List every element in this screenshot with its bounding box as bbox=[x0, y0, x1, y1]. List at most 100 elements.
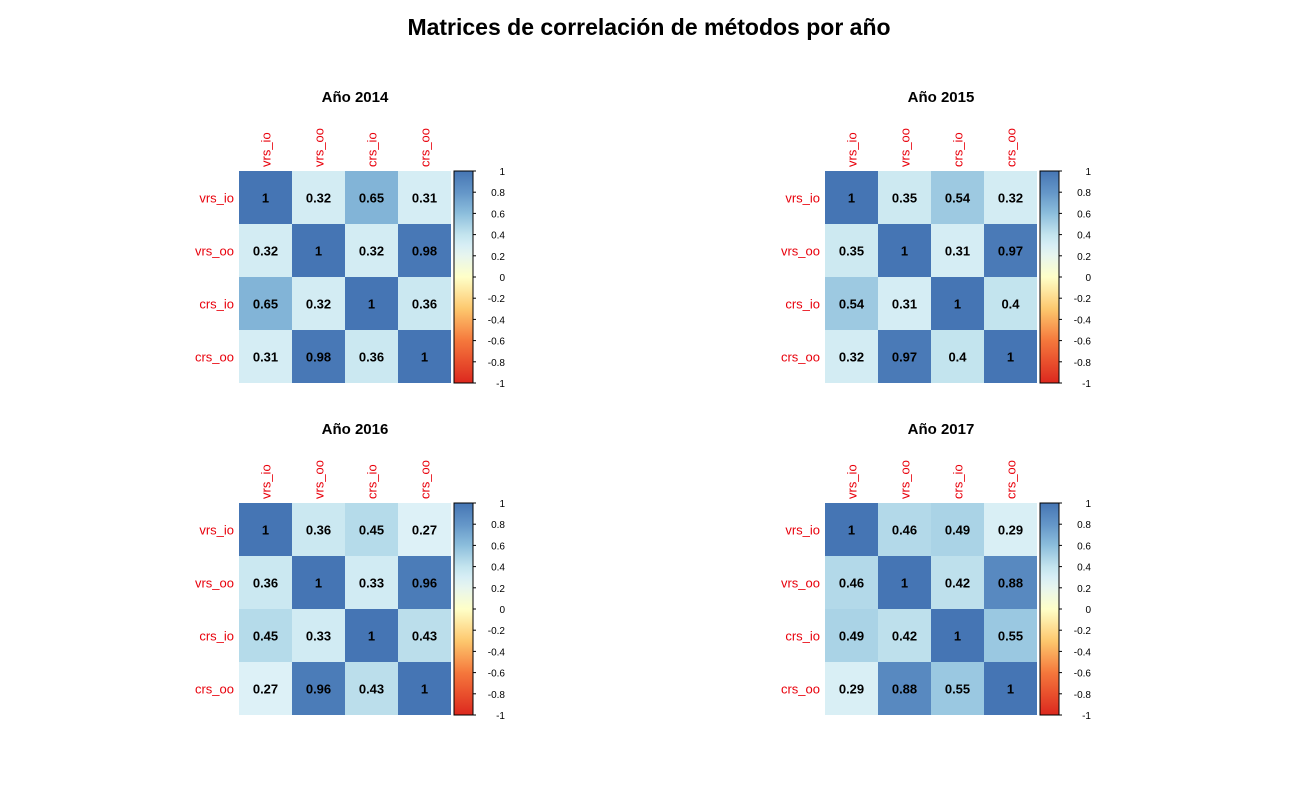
colorbar-tick-label: -0.6 bbox=[1074, 669, 1092, 680]
heatmap-cell bbox=[878, 556, 931, 609]
column-label: vrs_oo bbox=[898, 128, 913, 167]
cell-value-label: 0.29 bbox=[998, 523, 1023, 538]
cell-value-label: 0.49 bbox=[945, 523, 970, 538]
heatmap-cell bbox=[825, 277, 878, 330]
heatmap-cell bbox=[292, 277, 345, 330]
cell-value-label: 0.97 bbox=[998, 244, 1023, 259]
colorbar-tick-label: 0.8 bbox=[1077, 520, 1091, 531]
cell-value-label: 0.4 bbox=[1001, 297, 1020, 312]
cell-value-label: 0.43 bbox=[412, 629, 437, 644]
colorbar-tick-label: -1 bbox=[1082, 711, 1091, 722]
cell-value-label: 0.32 bbox=[306, 297, 331, 312]
heatmap-cell bbox=[292, 503, 345, 556]
heatmap-cell bbox=[931, 277, 984, 330]
colorbar-tick-label: -0.2 bbox=[1074, 294, 1092, 305]
colorbar-tick-label: 1 bbox=[499, 499, 505, 510]
colorbar-tick-label: 0 bbox=[1085, 605, 1091, 616]
heatmap-cell bbox=[292, 662, 345, 715]
heatmap-cell bbox=[984, 277, 1037, 330]
colorbar bbox=[1039, 502, 1060, 716]
cell-value-label: 0.88 bbox=[892, 682, 917, 697]
cell-value-label: 1 bbox=[848, 191, 855, 206]
cell-value-label: 0.4 bbox=[948, 350, 967, 365]
chart-title: Matrices de correlación de métodos por a… bbox=[407, 14, 891, 40]
colorbar bbox=[453, 502, 474, 716]
colorbar-tick-label: -0.2 bbox=[488, 294, 506, 305]
heatmap-cell bbox=[239, 224, 292, 277]
column-label: crs_io bbox=[951, 132, 966, 167]
cell-value-label: 0.55 bbox=[945, 682, 970, 697]
cell-value-label: 0.33 bbox=[359, 576, 384, 591]
cell-value-label: 0.36 bbox=[306, 523, 331, 538]
cell-value-label: 1 bbox=[262, 191, 269, 206]
row-label: crs_io bbox=[785, 297, 820, 312]
heatmap-cell bbox=[345, 330, 398, 383]
cell-value-label: 1 bbox=[368, 297, 375, 312]
column-label: vrs_oo bbox=[898, 460, 913, 499]
colorbar bbox=[1039, 170, 1060, 384]
colorbar-tick-label: -0.2 bbox=[1074, 626, 1092, 637]
cell-value-label: 1 bbox=[421, 682, 428, 697]
heatmap-cell bbox=[239, 662, 292, 715]
column-label: vrs_io bbox=[259, 132, 274, 167]
colorbar-tick-label: -1 bbox=[1082, 379, 1091, 390]
cell-value-label: 0.45 bbox=[253, 629, 278, 644]
heatmap-cell bbox=[345, 609, 398, 662]
heatmap-cell bbox=[292, 330, 345, 383]
heatmap-cell bbox=[931, 609, 984, 662]
colorbar-tick-label: -0.2 bbox=[488, 626, 506, 637]
row-label: vrs_oo bbox=[195, 576, 234, 591]
cell-value-label: 0.32 bbox=[998, 191, 1023, 206]
cell-value-label: 0.32 bbox=[359, 244, 384, 259]
column-label: crs_io bbox=[365, 464, 380, 499]
colorbar-tick-label: -0.8 bbox=[488, 358, 506, 369]
column-label: crs_io bbox=[365, 132, 380, 167]
row-label: crs_oo bbox=[781, 350, 820, 365]
colorbar-tick-label: -1 bbox=[496, 379, 505, 390]
column-label: crs_oo bbox=[418, 460, 433, 499]
heatmap-cell bbox=[878, 330, 931, 383]
column-label: crs_oo bbox=[418, 128, 433, 167]
row-label: crs_oo bbox=[195, 682, 234, 697]
colorbar-tick-label: 0.2 bbox=[491, 584, 505, 595]
column-label: crs_oo bbox=[1004, 460, 1019, 499]
cell-value-label: 1 bbox=[1007, 350, 1014, 365]
heatmap-cell bbox=[398, 330, 451, 383]
heatmap-cell bbox=[931, 503, 984, 556]
panel-title: Año 2017 bbox=[908, 421, 975, 438]
cell-value-label: 0.36 bbox=[359, 350, 384, 365]
cell-value-label: 0.46 bbox=[839, 576, 864, 591]
cell-value-label: 0.33 bbox=[306, 629, 331, 644]
heatmap-cell bbox=[931, 330, 984, 383]
cell-value-label: 0.36 bbox=[253, 576, 278, 591]
heatmap-cell bbox=[984, 330, 1037, 383]
colorbar-tick-label: -0.6 bbox=[488, 337, 506, 348]
heatmap-cell bbox=[292, 609, 345, 662]
column-label: vrs_oo bbox=[312, 128, 327, 167]
colorbar-tick-label: 1 bbox=[1085, 167, 1091, 178]
heatmap-cell bbox=[239, 171, 292, 224]
cell-value-label: 0.43 bbox=[359, 682, 384, 697]
heatmap-cell bbox=[345, 277, 398, 330]
cell-value-label: 0.46 bbox=[892, 523, 917, 538]
colorbar-tick-label: 0.4 bbox=[491, 563, 505, 574]
colorbar bbox=[453, 170, 474, 384]
panel-title: Año 2014 bbox=[322, 89, 389, 106]
heatmap-cell bbox=[398, 277, 451, 330]
column-label: vrs_io bbox=[845, 464, 860, 499]
cell-value-label: 0.35 bbox=[892, 191, 917, 206]
heatmap-cell bbox=[345, 556, 398, 609]
cell-value-label: 1 bbox=[1007, 682, 1014, 697]
colorbar-tick-label: 0 bbox=[499, 273, 505, 284]
heatmap-cell bbox=[345, 662, 398, 715]
panel-title: Año 2015 bbox=[908, 89, 975, 106]
colorbar-tick-label: 0.6 bbox=[491, 209, 505, 220]
colorbar-tick-label: 0.6 bbox=[491, 541, 505, 552]
cell-value-label: 0.29 bbox=[839, 682, 864, 697]
colorbar-tick-label: 1 bbox=[1085, 499, 1091, 510]
cell-value-label: 0.96 bbox=[412, 576, 437, 591]
heatmap-cell bbox=[878, 171, 931, 224]
heatmap-cell bbox=[878, 662, 931, 715]
cell-value-label: 0.32 bbox=[839, 350, 864, 365]
heatmap-cell bbox=[292, 224, 345, 277]
